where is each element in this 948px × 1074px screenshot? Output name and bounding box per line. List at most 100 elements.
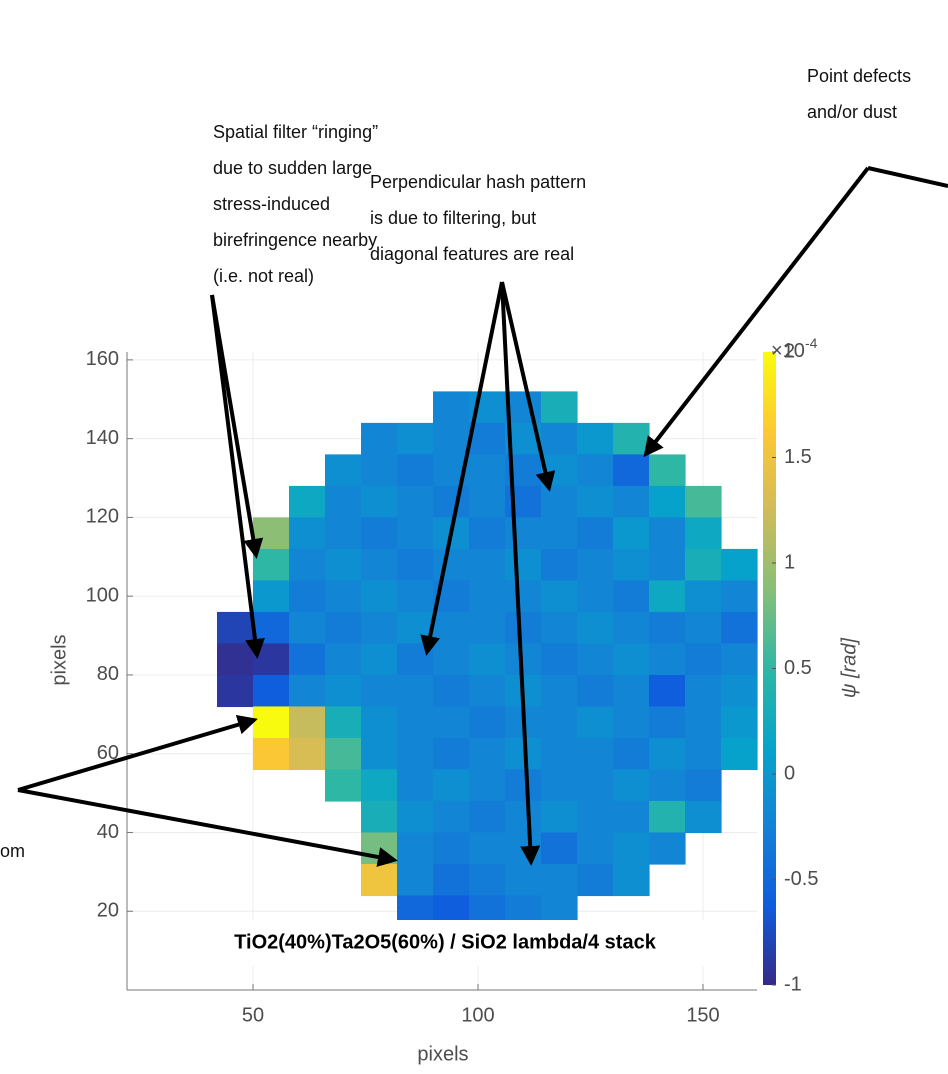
heatmap-cell [469,611,506,645]
heatmap-cell [325,674,362,708]
colorbar-tick-label: -1 [784,973,802,995]
heatmap-cell [721,674,758,708]
arrow [643,166,870,458]
heatmap-cell [289,706,326,739]
heatmap-cell [685,800,722,834]
y-tick-label: 120 [86,506,119,528]
heatmap-cell [325,485,362,519]
heatmap-cell [253,737,290,771]
heatmap-cell [685,706,722,739]
heatmap-cell [469,832,506,865]
heatmap-cell [361,611,398,645]
heatmap-cell [361,580,398,613]
heatmap-cell [685,737,722,771]
annotation-line: om [0,841,25,861]
y-tick-label: 80 [97,663,119,685]
heatmap-cell [217,611,254,645]
arrow [500,281,541,866]
heatmap-cell [361,769,398,802]
colorbar-tick-label: 2 [784,340,795,362]
heatmap-cell [397,422,434,455]
heatmap-cell [649,769,686,802]
heatmap-cell [217,643,254,676]
heatmap-cell [613,580,650,613]
heatmap-cell [433,548,470,582]
y-tick-label: 100 [86,584,119,606]
heatmap-cell [649,674,686,708]
heatmap-cell [613,643,650,676]
heatmap-cell [649,832,686,865]
heatmap-cell [325,769,362,802]
heatmap-cell [361,643,398,676]
heatmap-cell [577,832,614,865]
y-tick-label: 20 [97,900,119,922]
annotation-line: Perpendicular hash pattern [370,172,586,192]
heatmap-cell [433,800,470,834]
heatmap-cell [289,674,326,708]
heatmap-cell [397,737,434,771]
heatmap-cell [397,832,434,865]
heatmap-cell [505,863,542,897]
heatmap-cell [361,517,398,550]
heatmap-cell [469,422,506,455]
heatmap-cell [433,422,470,455]
heatmap-cell [469,580,506,613]
heatmap-cell [361,485,398,519]
heatmap-cell [469,485,506,519]
x-tick-label: 50 [242,1004,264,1026]
heatmap-cell [469,674,506,708]
heatmap-cell [253,517,290,550]
heatmap-cell [577,548,614,582]
heatmap-cell [577,737,614,771]
heatmap-cell [505,517,542,550]
heatmap-cell [577,422,614,455]
heatmap-cell [613,485,650,519]
annotations: Spatial filter “ringing” due to sudden la… [0,66,911,861]
heatmap-cell [649,737,686,771]
heatmap-cell [541,706,578,739]
heatmap-cell [469,863,506,897]
heatmap-cell [469,769,506,802]
heatmap-cell [505,800,542,834]
heatmap-cell [505,611,542,645]
arrow [17,714,258,792]
heatmap-cell [577,454,614,487]
colorbar-tick-label: 0 [784,762,795,784]
annotation-line: (i.e. not real) [213,266,314,286]
heatmap-cell [253,674,290,708]
heatmap-cell [397,485,434,519]
heatmap-cell [361,674,398,708]
heatmap-cell [649,580,686,613]
y-tick-label: 140 [86,427,119,449]
heatmap-cell [433,769,470,802]
heatmap-cell [505,548,542,582]
heatmap-cell [685,611,722,645]
heatmap-cell [325,517,362,550]
heatmap-cell [289,737,326,771]
heatmap-cell [433,611,470,645]
heatmap-cell [721,737,758,771]
inset-box [135,920,755,966]
heatmap-cell [253,706,290,739]
heatmap-cell [649,517,686,550]
heatmap-cell [541,548,578,582]
heatmap-cell [541,674,578,708]
heatmap-cell [721,706,758,739]
colorbar-exponent: ×10-4 [771,335,818,363]
heatmap-cell [253,643,290,676]
heatmap-cell [613,706,650,739]
x-tick-label: 150 [686,1004,719,1026]
heatmap-cell [397,769,434,802]
y-tick-label: 40 [97,821,119,843]
annotation-line: Spatial filter “ringing” [213,122,378,142]
heatmap-cell [613,454,650,487]
heatmap-cell [469,737,506,771]
heatmap-cell [541,580,578,613]
x-tick-label: 100 [461,1004,494,1026]
heatmap-cell [325,548,362,582]
heatmap-cell [433,832,470,865]
heatmap-cell [325,737,362,771]
heatmap-cell [649,611,686,645]
heatmap-cell [433,643,470,676]
